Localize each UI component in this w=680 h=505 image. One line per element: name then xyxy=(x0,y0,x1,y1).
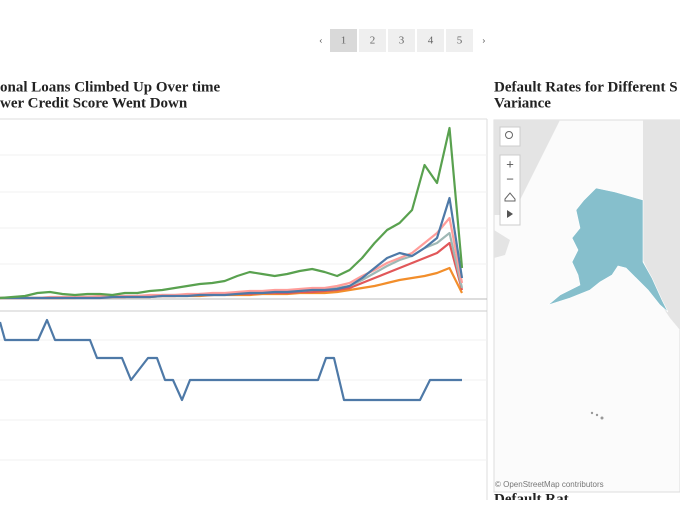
page-number: 3 xyxy=(399,35,405,47)
next-arrow[interactable]: › xyxy=(482,35,486,47)
footer-title: Default Rat xyxy=(494,491,569,500)
page-number: 1 xyxy=(341,35,347,47)
map-title: Variance xyxy=(494,95,551,111)
svg-text:+: + xyxy=(506,156,514,171)
gridlines xyxy=(0,154,487,461)
line-series xyxy=(0,318,462,402)
page-number: 2 xyxy=(370,35,376,47)
svg-text:−: − xyxy=(506,171,514,186)
prev-arrow[interactable]: ‹ xyxy=(319,35,323,47)
line-series xyxy=(0,231,464,300)
page-number: 5 xyxy=(457,35,463,47)
line-series xyxy=(0,216,464,300)
map-title: Default Rates for Different S xyxy=(494,79,678,95)
map-controls[interactable] xyxy=(499,154,521,226)
line-series xyxy=(0,196,464,300)
map-attribution: © OpenStreetMap contributors xyxy=(495,480,604,489)
page-number: 4 xyxy=(428,35,434,47)
map-search[interactable] xyxy=(499,126,521,147)
page-button[interactable] xyxy=(446,29,473,52)
page-button[interactable] xyxy=(388,29,415,52)
chart-title: wer Credit Score Went Down xyxy=(0,95,188,111)
line-series xyxy=(0,241,464,300)
chart-title: onal Loans Climbed Up Over time xyxy=(0,79,220,95)
map[interactable]: + − xyxy=(493,119,680,493)
page-button[interactable] xyxy=(359,29,386,52)
pagination: ‹ › 1 2 3 4 5 xyxy=(319,29,486,52)
page-button[interactable] xyxy=(417,29,444,52)
line-series xyxy=(0,126,464,300)
page-button[interactable] xyxy=(330,29,357,52)
